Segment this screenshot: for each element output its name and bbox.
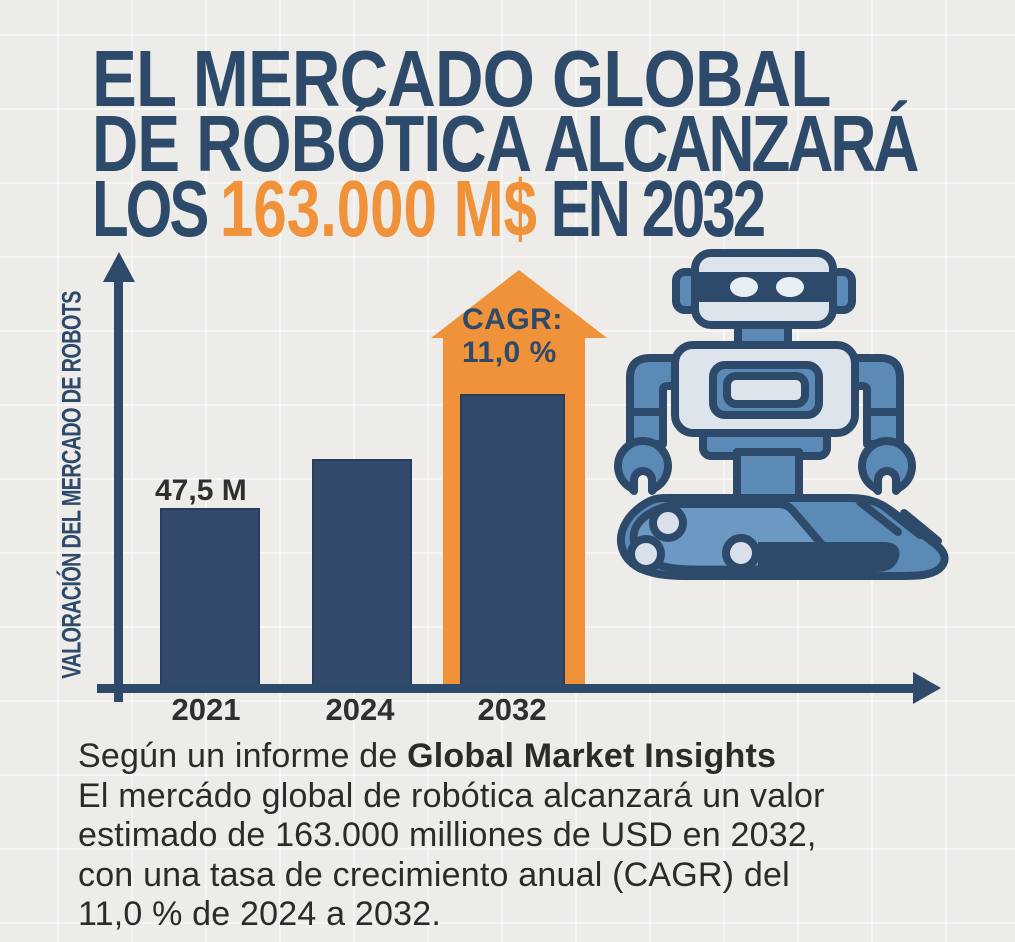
source-name: Global Market Insights [407,737,777,775]
footer-line-5: 11,0 % de 2024 a 2032. [78,895,441,933]
bar-2032 [460,394,565,688]
footer-line-2: El mercádo global de robótica alcanzará … [78,776,825,815]
x-axis [97,684,915,693]
title-line-3: LOS 163.000 M$ EN 2032 [92,169,865,249]
y-axis-title: VALORACIÓN DEL MERCADO DE ROBOTS [56,291,87,679]
cagr-label: CAGR: [462,303,563,336]
bar-value-label-2021: 47,5 M [155,474,247,507]
footer-line-3: estimado de 163.000 milliones de USD en … [78,816,817,854]
y-axis-arrow-icon [103,252,135,282]
page-title: EL MERCADO GLOBAL DE ROBÓTICA ALCANZARÁ … [92,34,1015,249]
cagr-value: 11,0 % [462,336,557,369]
footer-line-4: con una tasa de crecimiento anual (CAGR)… [78,855,790,894]
bar-2024 [312,459,412,688]
title-line-2: DE ROBÓTICA ALCANZARÁ [92,104,920,184]
title-line-3-pre: LOS [92,164,221,253]
growth-arrow-head [431,270,607,338]
x-axis-arrow-icon [913,672,941,704]
title-line-3-post: EN 2032 [536,164,767,253]
title-line-1: EL MERCADO GLOBAL [92,34,831,123]
y-axis [114,280,123,702]
source-paragraph: Según un informe de Global Market Insigh… [78,737,825,935]
footer-line-1-text: Según un informe de [78,737,408,775]
title-highlight-value: 163.000 M$ [220,164,537,253]
cagr-annotation: CAGR: 11,0 % [462,303,563,369]
x-tick-2032: 2032 [477,692,547,727]
title-line-2-strong: DE ROBÓTICA [92,99,532,188]
x-tick-2024: 2024 [325,692,395,727]
x-tick-2021: 2021 [171,692,241,727]
bar-2021 [160,508,260,688]
title-line-2-rest: ALCANZARÁ [531,99,919,188]
footer-line-1: Según un informe de Global Market Insigh… [78,737,825,777]
robot-icon [614,249,949,580]
